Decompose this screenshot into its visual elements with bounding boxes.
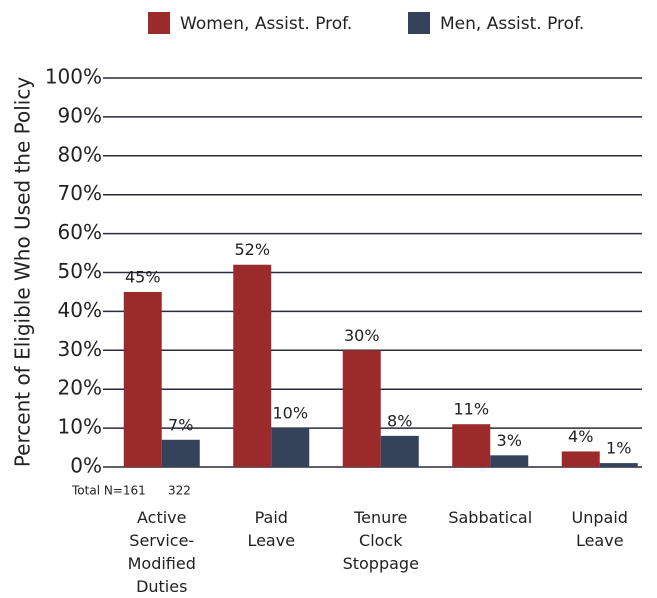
y-tick-label: 40% [58,298,102,322]
bar [233,264,272,467]
data-label: 8% [387,411,412,430]
x-tick-label: Unpaid Leave [572,508,628,550]
y-tick-label: 20% [58,376,102,400]
bar [271,428,310,467]
y-tick-label: 90% [58,103,102,127]
x-tick-label: Active Service-Modified Duties [128,508,196,596]
bar [342,350,381,467]
data-label: 30% [344,326,380,345]
data-label: 3% [497,431,522,450]
legend-label: Men, Assist. Prof. [440,14,584,34]
y-tick-label: 70% [58,181,102,205]
data-label: 45% [125,267,161,286]
annotation: 322 [168,484,191,498]
bar [452,424,491,467]
legend-swatch [148,12,170,34]
bar [380,435,419,467]
bar [490,455,529,467]
y-tick-label: 10% [58,415,102,439]
y-axis-label: Percent of Eligible Who Used the Policy [11,77,35,467]
y-tick-label: 60% [58,220,102,244]
bar [161,439,200,467]
y-tick-label: 0% [70,454,102,478]
y-tick-label: 100% [45,65,102,89]
data-label: 11% [453,400,489,419]
bar [123,291,162,467]
legend-swatch [408,12,430,34]
annotation: Total N=161 [71,484,146,498]
bar [561,451,600,467]
data-label: 52% [234,240,270,259]
bar [599,463,638,467]
x-tick-label: Paid Leave [247,508,295,550]
data-label: 1% [606,439,631,458]
data-label: 7% [168,415,193,434]
y-tick-label: 80% [58,142,102,166]
x-tick-label: Tenure Clock Stoppage [343,508,419,573]
legend-label: Women, Assist. Prof. [180,14,352,34]
y-tick-label: 30% [58,337,102,361]
data-label: 4% [568,427,593,446]
data-label: 10% [272,404,308,423]
x-tick-label: Sabbatical [448,508,532,527]
y-tick-label: 50% [58,259,102,283]
